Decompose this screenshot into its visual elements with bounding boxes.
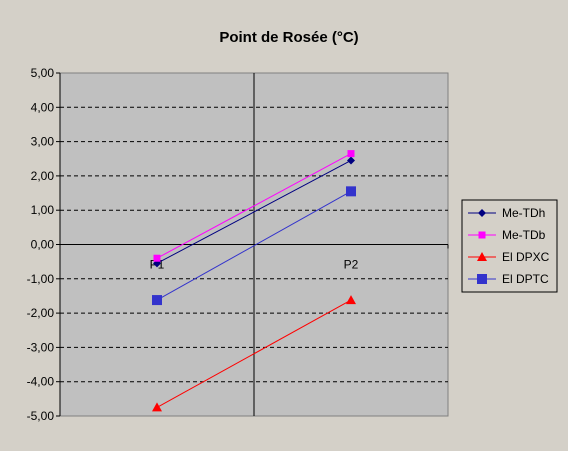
series-line: [156, 153, 352, 259]
y-tick-label: -5,00: [27, 409, 55, 423]
legend-marker: [478, 209, 486, 217]
data-point: [347, 150, 355, 158]
y-tick-label: 0,00: [31, 238, 55, 252]
series-line: [156, 190, 352, 301]
series-layer: [152, 150, 356, 412]
legend-label: El DPTC: [502, 272, 549, 286]
x-tick-label: P2: [344, 258, 359, 272]
y-tick-label: 3,00: [31, 135, 55, 149]
gridlines: [60, 106, 448, 383]
legend: Me-TDh Me-TDb El DPXC El DPTC: [461, 199, 558, 293]
y-tick-label: 4,00: [31, 100, 55, 114]
legend-label: Me-TDb: [502, 228, 546, 242]
y-tick-label: -4,00: [27, 375, 55, 389]
y-tick-label: -2,00: [27, 306, 55, 320]
y-tick-label: -3,00: [27, 340, 55, 354]
y-tick-label: 5,00: [31, 66, 55, 80]
series-line: [156, 160, 352, 264]
legend-marker: [478, 231, 486, 239]
legend-marker: [477, 252, 487, 261]
axes: 5,00 4,00 3,00 2,00 1,00 0,00 -1,00 -2,00 -3,00 -…: [27, 66, 449, 423]
chart-title: Point de Rosée (°C): [219, 29, 358, 46]
legend-label: El DPXC: [502, 250, 550, 264]
data-point: [347, 156, 355, 165]
legend-label: Me-TDh: [502, 206, 545, 220]
data-point: [152, 402, 162, 412]
legend-marker: [477, 274, 487, 284]
y-tick-label: 2,00: [31, 169, 55, 183]
y-tick-label: 1,00: [31, 203, 55, 217]
data-point: [152, 295, 162, 306]
series-line: [156, 299, 352, 408]
data-point: [346, 295, 356, 305]
data-point: [153, 254, 161, 262]
data-point: [346, 186, 356, 197]
y-tick-label: -1,00: [27, 272, 55, 286]
